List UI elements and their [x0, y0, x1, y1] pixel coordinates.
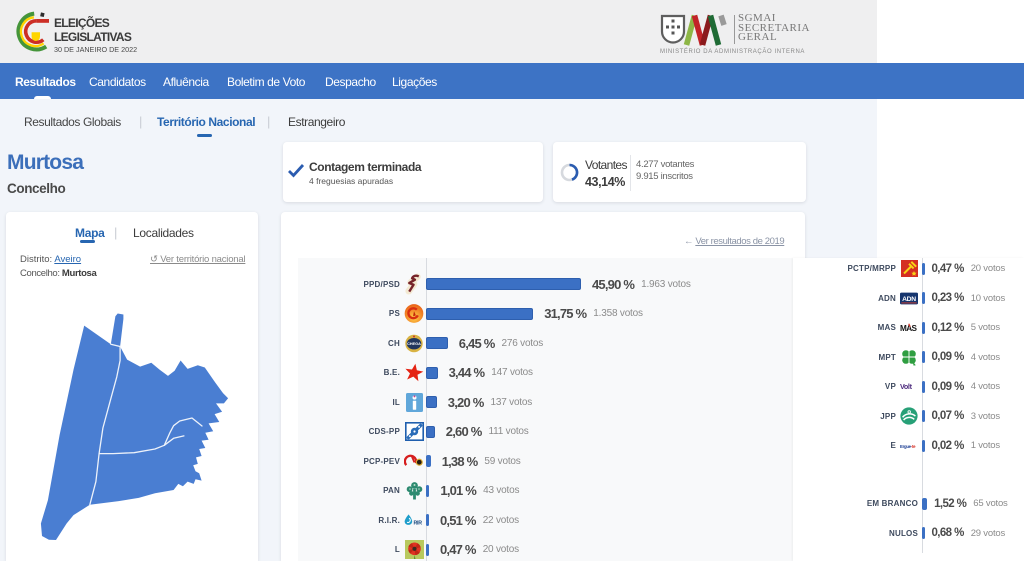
svg-text:MAS: MAS	[900, 324, 918, 333]
svg-text:Volt: Volt	[900, 382, 913, 391]
svg-text:CHEGA: CHEGA	[407, 342, 421, 346]
svg-text:ADN: ADN	[902, 295, 916, 302]
svg-text:RIR: RIR	[414, 520, 423, 526]
svg-text:Ergue-te: Ergue-te	[900, 444, 916, 449]
